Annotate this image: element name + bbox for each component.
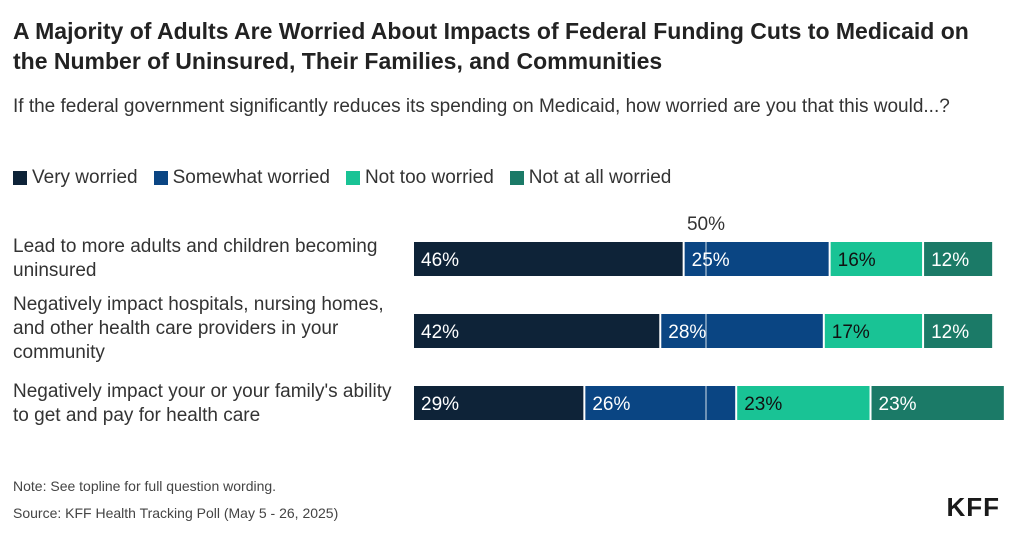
bar-not-too-worried-row-1 — [830, 242, 923, 276]
data-label-not-too-worried-row-2: 17% — [832, 322, 870, 343]
legend-label-very-worried: Very worried — [32, 167, 138, 188]
kff-logo: KFF — [946, 492, 1000, 522]
chart-legend: Very worried Somewhat worried Not too wo… — [13, 166, 687, 190]
data-label-not-at-all-worried-row-2: 12% — [931, 322, 969, 343]
chart-title: A Majority of Adults Are Worried About I… — [13, 18, 969, 74]
data-label-not-too-worried-row-3: 23% — [744, 394, 782, 415]
legend-item-not-at-all-worried: Not at all worried — [509, 167, 672, 189]
legend-swatch-somewhat-worried — [153, 171, 168, 185]
data-label-not-at-all-worried-row-1: 12% — [931, 250, 969, 271]
data-label-very-worried-row-1: 46% — [421, 250, 459, 271]
data-label-not-too-worried-row-1: 16% — [838, 250, 876, 271]
row-label-uninsured: Lead to more adults and children becomin… — [13, 236, 378, 281]
legend-swatch-not-at-all-worried — [509, 171, 524, 185]
data-label-not-at-all-worried-row-3: 23% — [879, 394, 917, 415]
reference-line-label: 50% — [687, 214, 725, 235]
legend-item-not-too-worried: Not too worried — [345, 167, 494, 189]
legend-item-somewhat-worried: Somewhat worried — [153, 167, 330, 189]
bar-not-at-all-worried-row-3 — [871, 386, 1004, 420]
row-label-providers: Negatively impact hospitals, nursing hom… — [13, 294, 384, 363]
data-label-very-worried-row-3: 29% — [421, 394, 459, 415]
bar-somewhat-worried-row-1 — [684, 242, 829, 276]
note-text: Note: See topline for full question word… — [13, 478, 277, 494]
bar-somewhat-worried-row-2 — [661, 314, 823, 348]
data-label-somewhat-worried-row-1: 25% — [692, 250, 730, 271]
data-label-somewhat-worried-row-3: 26% — [592, 394, 630, 415]
bar-not-too-worried-row-3 — [737, 386, 870, 420]
legend-item-very-worried: Very worried — [13, 167, 138, 189]
bar-somewhat-worried-row-3 — [585, 386, 736, 420]
source-text: Source: KFF Health Tracking Poll (May 5 … — [13, 505, 339, 521]
data-label-somewhat-worried-row-2: 28% — [668, 322, 706, 343]
bar-not-too-worried-row-2 — [824, 314, 923, 348]
bar-very-worried-row-3 — [414, 386, 584, 420]
bar-very-worried-row-2 — [414, 314, 660, 348]
legend-label-somewhat-worried: Somewhat worried — [172, 167, 330, 188]
legend-label-not-too-worried: Not too worried — [364, 167, 494, 188]
legend-swatch-very-worried — [13, 171, 27, 185]
bar-very-worried-row-1 — [414, 242, 683, 276]
data-label-very-worried-row-2: 42% — [421, 322, 459, 343]
bar-not-at-all-worried-row-2 — [924, 314, 993, 348]
legend-label-not-at-all-worried: Not at all worried — [528, 167, 672, 188]
bar-not-at-all-worried-row-1 — [924, 242, 993, 276]
legend-swatch-not-too-worried — [345, 171, 360, 185]
chart-subtitle: If the federal government significantly … — [13, 96, 950, 117]
row-label-family-care: Negatively impact your or your family's … — [13, 381, 392, 426]
